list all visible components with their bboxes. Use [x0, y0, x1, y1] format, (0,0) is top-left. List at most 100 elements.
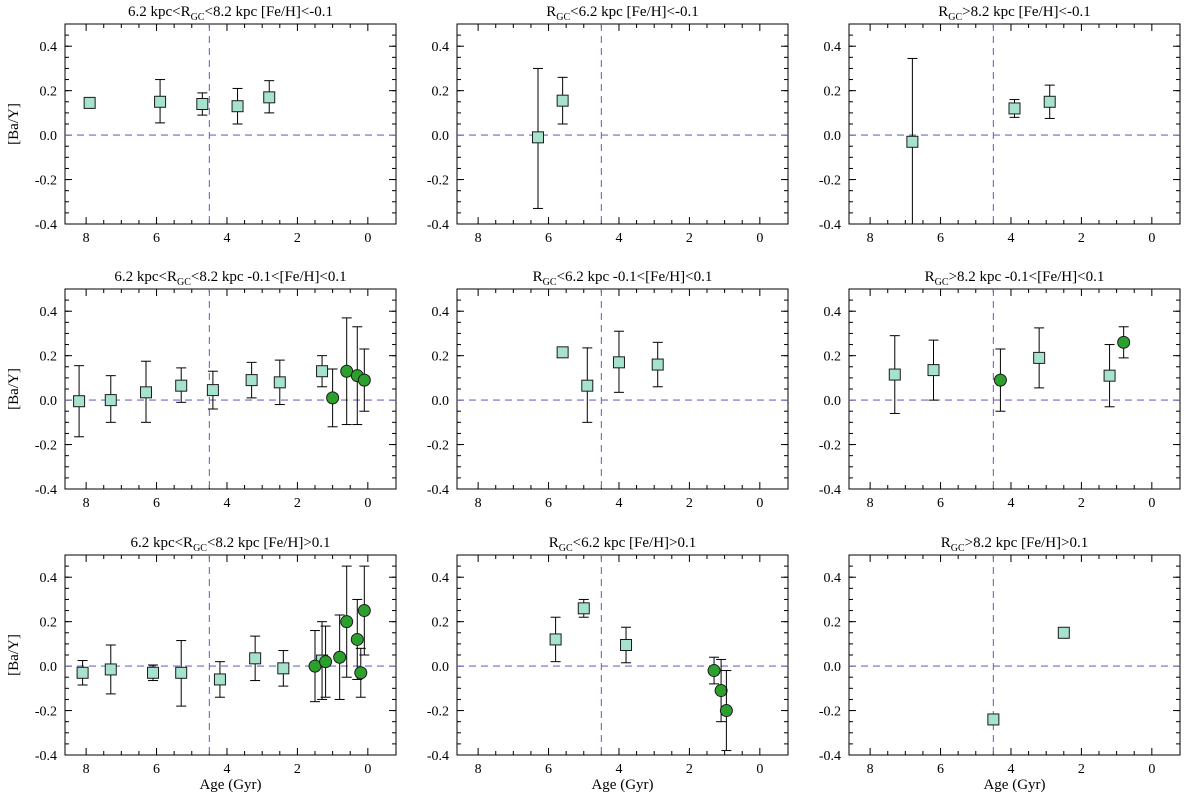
panel-title: RGC<6.2 kpc -0.1<[Fe/H]<0.1 — [533, 269, 713, 288]
x-tick-label: 0 — [756, 762, 763, 777]
x-tick-label: 0 — [364, 496, 371, 511]
title-subscript: GC — [543, 277, 557, 288]
x-tick-label: 6 — [545, 496, 552, 511]
y-tick-label: 0.2 — [40, 85, 58, 100]
x-tick-label: 6 — [153, 231, 160, 246]
y-tick-label: -0.2 — [819, 174, 841, 189]
x-axis-label: Age (Gyr) — [983, 777, 1045, 793]
y-tick-label: 0.2 — [432, 350, 450, 365]
y-tick-label: 0.4 — [432, 40, 450, 55]
plot-frame — [848, 23, 1181, 225]
x-tick-label: 2 — [686, 762, 693, 777]
y-tick-label: 0.4 — [432, 571, 450, 586]
y-tick-label: -0.4 — [427, 749, 449, 764]
y-tick-label: 0.0 — [40, 394, 58, 409]
x-tick-label: 8 — [867, 762, 874, 777]
circle-marker — [326, 391, 340, 405]
y-tick-label: -0.4 — [35, 749, 57, 764]
square-marker — [1103, 369, 1116, 382]
y-tick-label: -0.4 — [819, 218, 841, 233]
y-tick-label: 0.0 — [824, 660, 842, 675]
panel-1: 8 6 4 2 0 -0.4 -0.2 0.0 0.2 0.4 6.2 kpc<RGC<8.2 kp… — [6, 4, 397, 246]
square-marker — [104, 663, 117, 676]
title-part: <8.2 kpc -0.1<[Fe/H]<0.1 — [191, 269, 347, 285]
y-axis-label: [Ba/Y] — [6, 103, 22, 145]
x-tick-label: 2 — [294, 762, 301, 777]
y-tick-label: 0.4 — [824, 305, 842, 320]
title-part: <6.2 kpc -0.1<[Fe/H]<0.1 — [557, 269, 713, 285]
y-tick-label: 0.0 — [40, 129, 58, 144]
square-marker — [175, 666, 188, 679]
circle-marker — [1117, 335, 1131, 349]
title-subscript: GC — [948, 12, 962, 23]
square-marker — [245, 374, 258, 387]
square-marker — [556, 94, 569, 107]
panel-4: 8 6 4 2 0 -0.4 -0.2 0.0 0.2 0.4 6.2 kpc<RGC<8.2 kp… — [6, 269, 397, 511]
x-tick-label: 0 — [364, 762, 371, 777]
x-tick-label: 6 — [937, 496, 944, 511]
square-marker — [549, 633, 562, 646]
y-tick-label: 0.4 — [432, 305, 450, 320]
square-marker — [612, 356, 625, 369]
x-tick-label: 8 — [475, 762, 482, 777]
y-tick-label: -0.4 — [819, 483, 841, 498]
title-part: 6.2 kpc<R — [128, 4, 191, 20]
x-tick-label: 0 — [1148, 496, 1155, 511]
y-tick-label: -0.2 — [35, 174, 57, 189]
panel-title: RGC<6.2 kpc [Fe/H]<-0.1 — [546, 4, 698, 23]
circle-marker — [714, 684, 728, 698]
panel-3: 8 6 4 2 0 -0.4 -0.2 0.0 0.2 0.4 RGC>8.2 kpc [Fe/H]… — [819, 4, 1181, 246]
square-marker — [577, 602, 590, 615]
square-marker — [273, 376, 286, 389]
square-marker — [888, 368, 901, 381]
x-tick-label: 6 — [937, 231, 944, 246]
x-tick-label: 8 — [475, 496, 482, 511]
x-tick-label: 2 — [686, 496, 693, 511]
y-tick-label: 0.0 — [824, 129, 842, 144]
x-tick-label: 4 — [1007, 231, 1014, 246]
panel-title: RGC>8.2 kpc -0.1<[Fe/H]<0.1 — [925, 269, 1105, 288]
title-subscript: GC — [559, 543, 573, 554]
x-tick-label: 4 — [615, 496, 622, 511]
x-tick-label: 6 — [545, 231, 552, 246]
y-tick-label: -0.2 — [427, 174, 449, 189]
panel-5: 8 6 4 2 0 -0.4 -0.2 0.0 0.2 0.4 RGC<6.2 kpc -0.1<[… — [427, 269, 789, 511]
title-part: <6.2 kpc [Fe/H]<-0.1 — [570, 4, 699, 20]
plot-frame — [64, 23, 397, 225]
square-marker — [1008, 102, 1021, 115]
panel-title: 6.2 kpc<RGC<8.2 kpc [Fe/H]<-0.1 — [128, 4, 333, 23]
square-marker — [83, 96, 96, 109]
square-marker — [987, 713, 1000, 726]
y-axis-label: [Ba/Y] — [6, 368, 22, 410]
circle-marker — [707, 664, 721, 678]
y-tick-label: 0.4 — [824, 40, 842, 55]
y-tick-label: 0.4 — [824, 571, 842, 586]
title-part: >8.2 kpc [Fe/H]<-0.1 — [962, 4, 1091, 20]
x-tick-label: 4 — [223, 762, 230, 777]
circle-marker — [719, 704, 733, 718]
title-subscript: GC — [556, 12, 570, 23]
panel-8: 8 6 4 2 0 -0.4 -0.2 0.0 0.2 0.4 RGC<6.2 kpc [Fe/H]… — [427, 535, 789, 793]
panel-title: RGC>8.2 kpc [Fe/H]<-0.1 — [938, 4, 1090, 23]
title-subscript: GC — [177, 277, 191, 288]
circle-marker — [357, 373, 371, 387]
square-marker — [556, 346, 569, 359]
x-tick-label: 4 — [223, 496, 230, 511]
y-tick-label: -0.2 — [427, 705, 449, 720]
y-axis-label: [Ba/Y] — [6, 634, 22, 676]
y-tick-label: 0.2 — [40, 616, 58, 631]
square-marker — [906, 135, 919, 148]
circle-marker — [340, 615, 354, 629]
x-tick-label: 2 — [686, 231, 693, 246]
title-part: R — [533, 269, 543, 285]
x-tick-label: 4 — [615, 231, 622, 246]
title-part: R — [925, 269, 935, 285]
square-marker — [277, 662, 290, 675]
title-part: R — [549, 535, 559, 551]
square-marker — [147, 666, 160, 679]
title-part: R — [546, 4, 556, 20]
square-marker — [213, 673, 226, 686]
title-part: >8.2 kpc -0.1<[Fe/H]<0.1 — [949, 269, 1105, 285]
square-marker — [316, 365, 329, 378]
